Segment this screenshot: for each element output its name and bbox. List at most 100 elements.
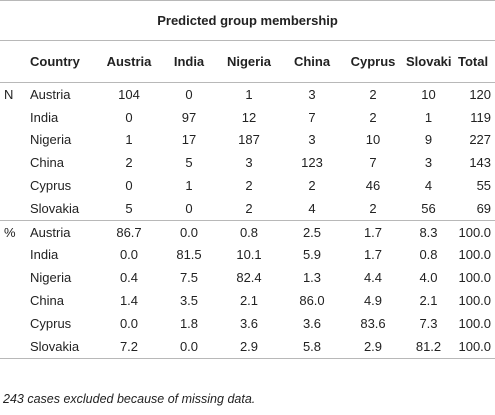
table-cell: 2: [369, 109, 377, 125]
table-row: Nigeria 1 17 187 3 10 9 227: [0, 129, 495, 152]
table-cell: 2.1: [239, 293, 259, 309]
row-country: Nigeria: [30, 270, 72, 286]
row-total-cell: 100.0: [458, 315, 492, 331]
table-cell: 3: [245, 155, 253, 171]
table-row: % Austria 86.7 0.0 0.8 2.5 1.7 8.3 100.0: [0, 220, 495, 243]
section-label: N: [4, 86, 14, 102]
table-cell: 2: [245, 178, 253, 194]
table-cell: 4.9: [363, 293, 383, 309]
table-cell: 7.5: [179, 270, 199, 286]
row-country: China: [30, 155, 64, 171]
header-india: India: [164, 40, 214, 83]
table-cell: 10.1: [236, 247, 262, 263]
table-cell: 1.4: [119, 293, 139, 309]
table-cell: 0: [185, 86, 193, 102]
table-row: Cyprus 0.0 1.8 3.6 3.6 83.6 7.3 100.0: [0, 312, 495, 335]
table-cell: 3.6: [302, 315, 322, 331]
table-cell: 2.9: [340, 334, 406, 359]
row-country: India: [30, 247, 59, 263]
row-country: China: [30, 293, 64, 309]
table-cell: 86.0: [299, 293, 325, 309]
table-row: China 2 5 3 123 7 3 143: [0, 151, 495, 174]
table-cell: 123: [301, 155, 323, 171]
table-cell: 2.9: [214, 334, 284, 359]
section-label-blank: [0, 334, 26, 359]
row-country: Nigeria: [30, 132, 72, 148]
row-country: Austria: [30, 224, 71, 240]
table-cell: 1: [185, 178, 193, 194]
table-row: Slovakia 7.2 0.0 2.9 5.8 2.9 81.2 100.0: [0, 334, 495, 359]
table-cell: 187: [238, 132, 260, 148]
table-cell: 3: [308, 86, 316, 102]
table-row: India 0.0 81.5 10.1 5.9 1.7 0.8 100.0: [0, 244, 495, 267]
table-cell: 0.0: [164, 334, 214, 359]
classification-table: Predicted group membership Country Austr…: [0, 0, 495, 359]
table-row: Cyprus 0 1 2 2 46 4 55: [0, 174, 495, 197]
table-cell: 5: [185, 155, 193, 171]
header-slovakia: Slovakia: [406, 40, 451, 83]
table-cell: 0.8: [419, 247, 438, 263]
table-cell: 4: [284, 196, 340, 221]
row-country: Austria: [30, 86, 71, 102]
table-cell: 4.4: [363, 270, 383, 286]
classification-table-container: Predicted group membership Country Austr…: [0, 0, 495, 359]
table-cell: 2: [308, 178, 316, 194]
row-country: India: [30, 109, 59, 125]
table-title: Predicted group membership: [0, 0, 495, 41]
table-cell: 17: [181, 132, 197, 148]
table-cell: 10: [421, 86, 436, 102]
table-cell: 1.7: [363, 224, 383, 240]
table-cell: 0.4: [119, 270, 139, 286]
table-cell: 0.0: [119, 315, 139, 331]
table-cell: 3.5: [179, 293, 199, 309]
table-cell: 1: [424, 109, 433, 125]
header-country: Country: [26, 40, 94, 83]
table-cell: 1: [125, 132, 133, 148]
row-total-cell: 143: [469, 155, 492, 171]
header-total: Total: [451, 40, 495, 83]
table-cell: 7: [369, 155, 377, 171]
row-country: Slovakia: [26, 334, 94, 359]
table-cell: 7.3: [419, 315, 438, 331]
header-row: Country Austria India Nigeria China Cypr…: [0, 40, 495, 83]
footnote: 243 cases excluded because of missing da…: [3, 392, 256, 406]
table-cell: 1.7: [363, 247, 383, 263]
section-label-blank: [0, 312, 26, 335]
table-cell: 3.6: [239, 315, 259, 331]
row-country: Cyprus: [30, 315, 72, 331]
table-cell: 0: [125, 178, 133, 194]
header-austria: Austria: [94, 40, 164, 83]
section-label-blank: [0, 106, 26, 129]
table-cell: 0.8: [239, 224, 259, 240]
table-cell: 3: [308, 132, 316, 148]
table-row: N Austria 104 0 1 3 2 10 120: [0, 83, 495, 106]
table-row: China 1.4 3.5 2.1 86.0 4.9 2.1 100.0: [0, 289, 495, 312]
table-row: Nigeria 0.4 7.5 82.4 1.3 4.4 4.0 100.0: [0, 266, 495, 289]
table-cell: 56: [406, 196, 451, 221]
row-country: Cyprus: [30, 178, 72, 194]
table-cell: 104: [118, 86, 140, 102]
table-cell: 83.6: [360, 315, 386, 331]
table-cell: 2: [340, 196, 406, 221]
section-label-blank: [0, 151, 26, 174]
table-cell: 2: [214, 196, 284, 221]
table-cell: 97: [181, 109, 197, 125]
section-label-blank: [0, 289, 26, 312]
section-label-blank: [0, 266, 26, 289]
section-label-blank: [0, 129, 26, 152]
table-cell: 5.8: [284, 334, 340, 359]
table-cell: 7.2: [94, 334, 164, 359]
title-row: Predicted group membership: [0, 0, 495, 41]
table-cell: 2: [125, 155, 133, 171]
table-body: N Austria 104 0 1 3 2 10 120 India 0 97 12 7 2 1 119 Nige…: [0, 83, 495, 359]
table-cell: 5: [94, 196, 164, 221]
table-cell: 9: [424, 132, 433, 148]
table-cell: 1: [245, 86, 253, 102]
row-country: Slovakia: [26, 196, 94, 221]
table-cell: 0: [164, 196, 214, 221]
table-cell: 0.0: [119, 247, 139, 263]
row-total-cell: 100.0: [458, 270, 492, 286]
table-cell: 10: [365, 132, 381, 148]
row-total-cell: 55: [476, 178, 492, 194]
table-cell: 1.3: [302, 270, 322, 286]
